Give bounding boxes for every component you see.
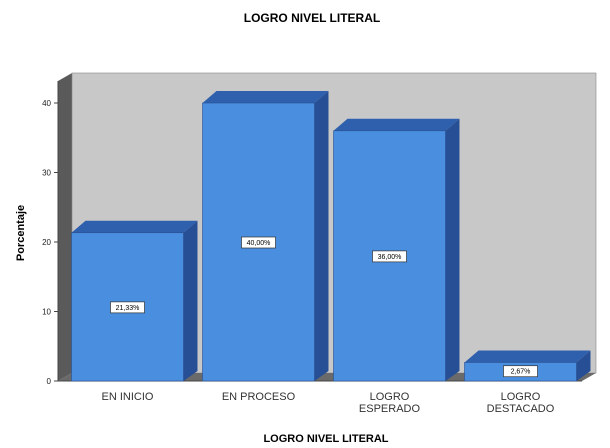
data-label-box [110, 301, 145, 314]
x-axis-title: LOGRO NIVEL LITERAL [263, 433, 388, 445]
category-label: EN PROCESO [222, 391, 296, 403]
floor [58, 373, 596, 381]
y-tick-label: 40 [42, 99, 51, 108]
bar: 2,67% [464, 350, 591, 382]
bar: 36,00% [333, 118, 460, 382]
bar-side [445, 118, 460, 382]
left-wall [58, 73, 72, 381]
data-label-box [241, 236, 276, 249]
category-label: EN INICIO [102, 391, 154, 403]
bar-side [314, 91, 329, 381]
category-label: ESPERADO [359, 403, 421, 415]
y-tick-label: 0 [47, 377, 52, 386]
bar-top [71, 220, 198, 233]
y-tick-label: 20 [42, 238, 51, 247]
y-axis-title: Porcentaje [15, 205, 27, 261]
x-axis-labels: EN INICIO EN PROCESO LOGROESPERADOLOGRODES… [102, 391, 555, 415]
bar: 40,00% [202, 91, 329, 382]
bar-top [202, 91, 329, 103]
bar-side [576, 350, 591, 381]
y-tick-label: 30 [42, 169, 51, 178]
y-axis: 0 10 20 30 40 [42, 81, 59, 386]
data-label-box [372, 250, 407, 263]
chart-title: LOGRO NIVEL LITERAL [244, 11, 380, 25]
data-label-box [503, 365, 538, 378]
category-label: LOGRO [501, 391, 541, 403]
data-label: 21,33% [116, 305, 140, 312]
bar-side [183, 220, 198, 381]
data-label: 36,00% [378, 254, 402, 261]
bar-top [464, 350, 591, 363]
bars: 21,33% 40,00% 36,00% 2,67% [71, 91, 591, 382]
category-label: LOGRO [370, 391, 410, 403]
data-label: 40,00% [247, 240, 271, 247]
category-label: DESTACADO [487, 403, 555, 415]
bar: 21,33% [71, 220, 198, 382]
bar-top [333, 118, 460, 131]
data-label: 2,67% [511, 369, 531, 376]
y-tick-label: 10 [42, 308, 51, 317]
